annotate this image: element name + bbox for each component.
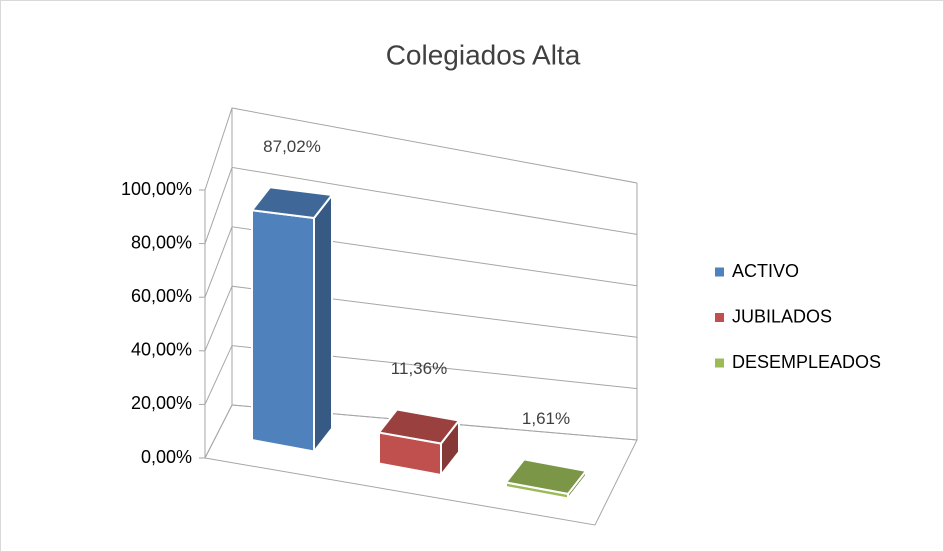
bar (251, 186, 333, 453)
y-tick-label: 60,00% (131, 286, 192, 306)
bar-front (251, 209, 315, 453)
grid-line (204, 107, 638, 191)
bar-top (251, 186, 333, 219)
y-tick-label: 40,00% (131, 340, 192, 360)
bar (378, 408, 460, 476)
legend-swatch (715, 267, 724, 277)
data-label: 1,61% (522, 409, 570, 428)
grid-line (204, 166, 638, 244)
y-tick-label: 0,00% (141, 447, 192, 467)
grid-line (204, 226, 638, 298)
y-tick-label: 80,00% (131, 232, 192, 252)
data-label: 87,02% (263, 137, 321, 156)
legend-label: DESEMPLEADOS (732, 352, 881, 372)
grid-line (204, 345, 638, 405)
legend-swatch (715, 313, 724, 322)
y-tick-label: 20,00% (131, 393, 192, 413)
legend-swatch (715, 358, 724, 368)
legend-label: JUBILADOS (732, 306, 832, 326)
bar-top (505, 458, 587, 495)
bar-top (378, 408, 460, 445)
grid-line (204, 285, 638, 351)
data-label: 11,36% (391, 359, 447, 378)
grid-line (204, 404, 638, 459)
chart-title: Colegiados Alta (386, 39, 581, 70)
legend-label: ACTIVO (732, 261, 799, 281)
y-tick-label: 100,00% (121, 179, 192, 199)
bar (505, 458, 587, 500)
bar-side (313, 193, 333, 453)
